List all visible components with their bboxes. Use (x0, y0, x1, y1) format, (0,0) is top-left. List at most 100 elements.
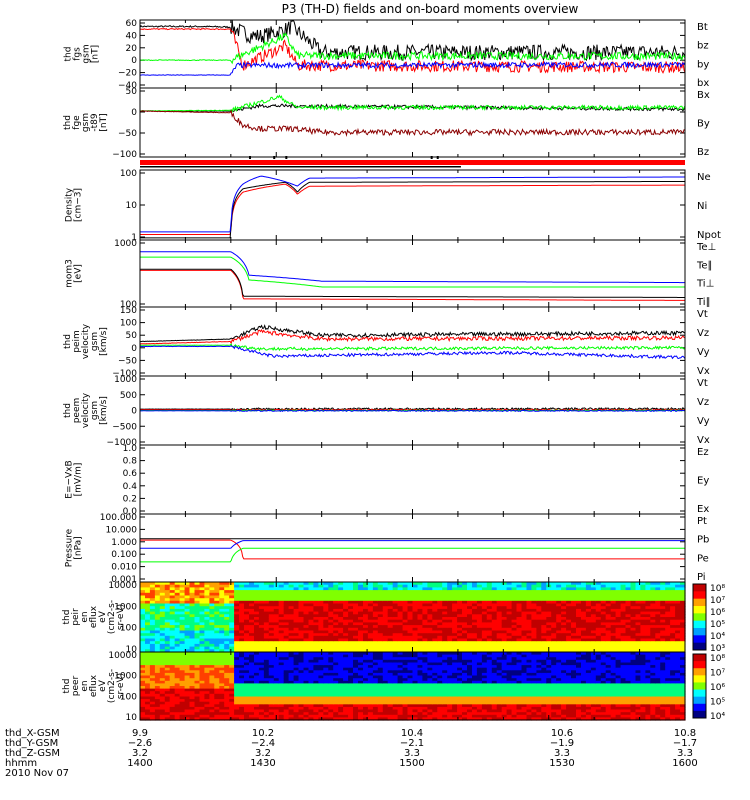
spectrogram-cell (313, 595, 319, 599)
spectrogram-cell (169, 617, 176, 621)
ylabel-line: [nT] (91, 45, 101, 63)
spectrogram-cell (358, 714, 364, 718)
spectrogram-cell (358, 587, 364, 591)
spectrogram-cell (288, 625, 295, 629)
spectrogram-cell (531, 617, 537, 621)
spectrogram-cell (263, 619, 270, 623)
spectrogram-cell (457, 592, 463, 597)
spectrogram-cell (278, 652, 285, 656)
spectrogram-cell (140, 665, 146, 669)
spectrogram-cell (174, 686, 181, 690)
spectrogram-cell (417, 587, 424, 591)
spectrogram-cell (145, 649, 151, 653)
spectrogram-cell (184, 714, 191, 718)
spectrogram-cell (630, 617, 637, 621)
spectrogram-cell (318, 699, 324, 703)
spectrogram-cell (392, 654, 399, 658)
spectrogram-cell (625, 635, 632, 640)
spectrogram-cell (149, 678, 156, 682)
spectrogram-cell (615, 600, 622, 605)
spectrogram-cell (318, 603, 324, 607)
spectrogram-cell (437, 627, 443, 632)
spectrogram-cell (486, 608, 493, 613)
spectrogram-cell (650, 587, 656, 591)
spectrogram-cell (432, 657, 438, 661)
spectrogram-cell (566, 606, 572, 610)
spectrogram-cell (506, 619, 513, 623)
spectrogram-cell (333, 598, 339, 602)
spectrogram-cell (432, 625, 438, 629)
spectrogram-cell (486, 619, 493, 623)
spectrogram-cell (313, 706, 319, 711)
spectrogram-cell (169, 603, 176, 607)
spectrogram-cell (149, 706, 156, 711)
spectrogram-cell (407, 619, 414, 623)
spectrogram-cell (442, 627, 448, 632)
spectrogram-cell (249, 714, 255, 718)
spectrogram-cell (625, 590, 632, 594)
spectrogram-cell (382, 683, 389, 687)
spectrogram-cell (288, 606, 295, 610)
spectrogram-cell (462, 603, 468, 607)
spectrogram-cell (437, 622, 443, 626)
spectrogram-cell (590, 608, 597, 613)
spectrogram-cell (432, 704, 438, 708)
spectrogram-cell (506, 590, 513, 594)
spectrogram-cell (328, 608, 334, 613)
spectrogram-cell (358, 672, 364, 677)
spectrogram-cell (283, 603, 290, 607)
spectrogram-cell (422, 662, 428, 666)
spectrogram-cell (273, 614, 280, 618)
spectrogram-cell (412, 617, 419, 621)
spectrogram-cell (402, 630, 409, 634)
spectrogram-cell (254, 641, 260, 645)
spectrogram-cell (576, 635, 582, 640)
spectrogram-cell (472, 595, 478, 599)
spectrogram-cell (372, 672, 379, 677)
spectrogram-cell (670, 638, 676, 642)
spectrogram-cell (581, 646, 587, 650)
spectrogram-cell (219, 670, 225, 674)
spectrogram-cell (303, 652, 310, 656)
spectrogram-cell (615, 635, 622, 640)
spectrogram-cell (244, 652, 250, 656)
spectrogram-cell (288, 699, 295, 703)
spectrogram-cell (249, 619, 255, 623)
spectrogram-cell (159, 600, 166, 605)
spectrogram-cell (422, 706, 428, 711)
spectrogram-cell (318, 598, 324, 602)
spectrogram-cell (283, 587, 290, 591)
spectrogram-cell (397, 584, 404, 588)
spectrogram-cell (442, 600, 448, 605)
spectrogram-cell (328, 717, 334, 721)
spectrogram-cell (566, 614, 572, 618)
spectrogram-cell (625, 622, 632, 626)
spectrogram-cell (189, 686, 196, 690)
spectrogram-cell (154, 662, 161, 666)
spectrogram-cell (293, 625, 300, 629)
spectrogram-cell (219, 625, 225, 629)
spectrogram-cell (229, 675, 235, 679)
spectrogram-cell (214, 686, 220, 690)
spectrogram-cell (645, 598, 651, 602)
spectrogram-cell (412, 608, 419, 613)
spectrogram-cell (392, 619, 399, 623)
spectrogram-cell (452, 600, 458, 605)
spectrogram-cell (263, 704, 270, 708)
spectrogram-cell (605, 635, 612, 640)
spectrogram-cell (645, 587, 651, 591)
spectrogram-cell (595, 630, 602, 634)
spectrogram-cell (496, 649, 503, 653)
spectrogram-cell (313, 659, 319, 663)
spectrogram-cell (194, 600, 201, 605)
spectrogram-cell (204, 706, 210, 711)
spectrogram-cell (412, 622, 419, 626)
spectrogram-cell (268, 627, 275, 632)
spectrogram-cell (363, 649, 369, 653)
spectrogram-cell (660, 641, 666, 645)
spectrogram-cell (382, 633, 389, 637)
spectrogram-cell (318, 643, 324, 648)
spectrogram-cell (244, 714, 250, 718)
spectrogram-cell (179, 649, 186, 653)
spectrogram-cell (348, 606, 354, 610)
